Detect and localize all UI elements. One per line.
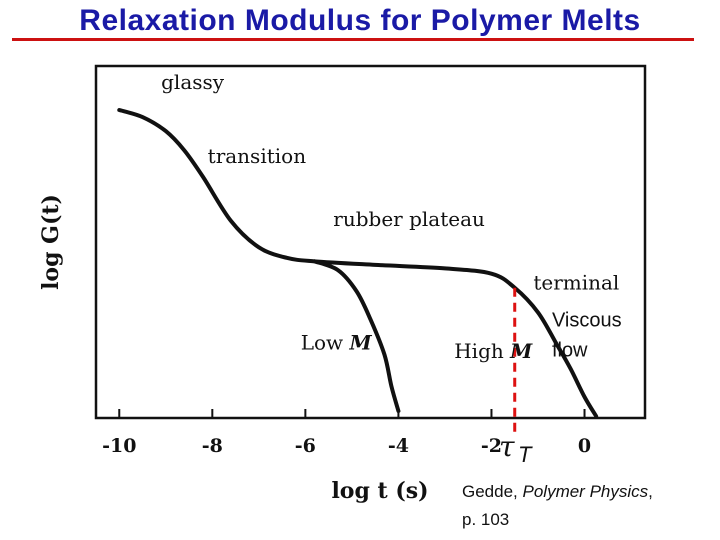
tau-symbol: τ (499, 430, 515, 463)
x-tick-label: -10 (102, 435, 136, 457)
citation: Gedde, Polymer Physics, p. 103 (462, 478, 712, 534)
citation-line-1: Gedde, Polymer Physics, (462, 478, 712, 506)
high-m-label: High M (454, 339, 533, 363)
terminal-label: terminal (533, 271, 619, 295)
citation-separator: , (648, 482, 653, 501)
viscous-label: Viscous (552, 309, 622, 331)
citation-book: Polymer Physics (522, 482, 649, 501)
plot-frame (94, 64, 647, 420)
title-underline (12, 38, 694, 41)
high-m-curve (117, 108, 599, 419)
x-tick-label: -2 (481, 435, 502, 457)
x-axis-label: log t (s) (331, 478, 428, 504)
glassy-label: glassy (161, 70, 225, 94)
x-tick-label: -8 (202, 435, 223, 457)
citation-page: p. 103 (462, 510, 510, 529)
x-tick-label: 0 (578, 435, 591, 457)
rubber-plateau-label: rubber plateau (333, 207, 485, 231)
flow-label: flow (552, 339, 588, 361)
x-tick-label: -4 (388, 435, 409, 457)
low-m-curve (312, 259, 401, 413)
slide-title: Relaxation Modulus for Polymer Melts (79, 4, 641, 37)
low-m-label: Low M (301, 330, 373, 354)
x-tick-label: -6 (295, 435, 316, 457)
citation-author: Gedde, (462, 482, 523, 501)
transition-label: transition (208, 144, 307, 168)
y-axis-label: log G(t) (38, 194, 64, 290)
tau-subscript: T (518, 442, 533, 467)
